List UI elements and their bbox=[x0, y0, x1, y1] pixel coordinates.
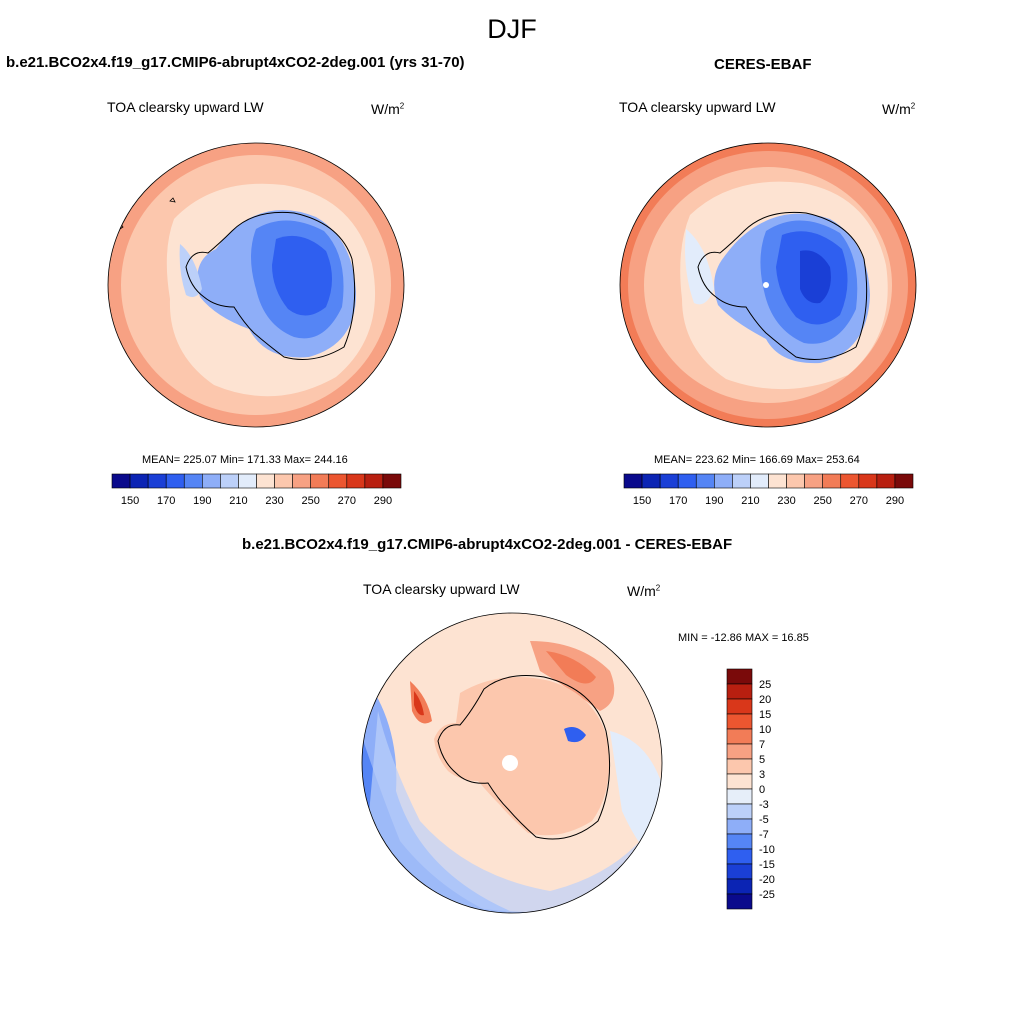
colorbar-tick-label: 0 bbox=[759, 784, 765, 796]
figure-title: DJF bbox=[487, 14, 537, 44]
colorbar-swatch bbox=[858, 473, 878, 489]
colorbar-swatch bbox=[183, 473, 203, 489]
colorbar-swatch bbox=[238, 473, 257, 489]
colorbar-swatch bbox=[165, 473, 185, 489]
colorbar-tick-label: -3 bbox=[759, 799, 769, 811]
model-colorbar: 150 170 190 210 230 250 270 290 bbox=[111, 473, 402, 507]
colorbar-tick-label: 3 bbox=[759, 769, 765, 781]
colorbar-swatch bbox=[768, 473, 787, 489]
obs-units-label: W/m2 bbox=[882, 101, 916, 117]
colorbar-tick-label: 10 bbox=[759, 724, 771, 736]
colorbar-tick-label: 15 bbox=[759, 709, 771, 721]
model-stats: MEAN= 225.07 Min= 171.33 Max= 244.16 bbox=[142, 454, 348, 466]
colorbar-swatch bbox=[894, 473, 914, 489]
colorbar-tick-label: 150 bbox=[121, 495, 139, 507]
colorbar-swatch bbox=[364, 473, 384, 489]
colorbar-swatch bbox=[822, 473, 842, 489]
colorbar-swatch bbox=[726, 758, 753, 775]
colorbar-tick-label: 250 bbox=[302, 495, 320, 507]
colorbar-tick-label: 190 bbox=[193, 495, 211, 507]
colorbar-tick-label: -15 bbox=[759, 859, 775, 871]
colorbar-swatch bbox=[726, 728, 753, 745]
colorbar-swatch bbox=[726, 863, 753, 880]
colorbar-swatch bbox=[220, 473, 239, 489]
obs-colorbar: 150 170 190 210 230 250 270 290 bbox=[623, 473, 914, 507]
colorbar-swatch bbox=[623, 473, 643, 489]
colorbar-swatch bbox=[726, 803, 753, 820]
colorbar-swatch bbox=[726, 893, 753, 910]
colorbar-swatch bbox=[840, 473, 860, 489]
diff-panel-title: b.e21.BCO2x4.f19_g17.CMIP6-abrupt4xCO2-2… bbox=[242, 536, 733, 553]
colorbar-swatch bbox=[310, 473, 330, 489]
diff-polar-map bbox=[361, 612, 663, 914]
colorbar-tick-label: 210 bbox=[229, 495, 247, 507]
colorbar-swatch bbox=[732, 473, 751, 489]
colorbar-tick-label: 25 bbox=[759, 679, 771, 691]
model-variable-label: TOA clearsky upward LW bbox=[107, 99, 264, 115]
colorbar-swatch bbox=[786, 473, 805, 489]
colorbar-swatch bbox=[202, 473, 221, 489]
colorbar-swatch bbox=[726, 668, 753, 685]
colorbar-tick-label: 250 bbox=[814, 495, 832, 507]
colorbar-swatch bbox=[382, 473, 402, 489]
obs-polar-map bbox=[619, 142, 917, 428]
colorbar-swatch bbox=[726, 818, 753, 835]
colorbar-swatch bbox=[726, 878, 753, 895]
colorbar-swatch bbox=[726, 788, 753, 805]
colorbar-tick-label: 210 bbox=[741, 495, 759, 507]
colorbar-tick-label: 150 bbox=[633, 495, 651, 507]
colorbar-tick-label: -5 bbox=[759, 814, 769, 826]
colorbar-swatch bbox=[726, 713, 753, 730]
colorbar-tick-label: 170 bbox=[157, 495, 175, 507]
obs-panel-title: CERES-EBAF bbox=[714, 56, 812, 73]
colorbar-tick-label: 5 bbox=[759, 754, 765, 766]
obs-variable-label: TOA clearsky upward LW bbox=[619, 99, 776, 115]
colorbar-tick-label: 7 bbox=[759, 739, 765, 751]
colorbar-tick-label: 170 bbox=[669, 495, 687, 507]
colorbar-tick-label: 270 bbox=[850, 495, 868, 507]
colorbar-tick-label: 190 bbox=[705, 495, 723, 507]
colorbar-swatch bbox=[695, 473, 715, 489]
colorbar-swatch bbox=[726, 743, 753, 760]
diff-stats: MIN = -12.86 MAX = 16.85 bbox=[678, 632, 809, 644]
colorbar-tick-label: 290 bbox=[886, 495, 904, 507]
colorbar-swatch bbox=[274, 473, 293, 489]
colorbar-swatch bbox=[328, 473, 348, 489]
colorbar-tick-label: 230 bbox=[777, 495, 795, 507]
model-units-label: W/m2 bbox=[371, 101, 405, 117]
colorbar-tick-label: -7 bbox=[759, 829, 769, 841]
colorbar-swatch bbox=[641, 473, 661, 489]
colorbar-tick-label: -20 bbox=[759, 874, 775, 886]
colorbar-swatch bbox=[292, 473, 311, 489]
model-panel-title: b.e21.BCO2x4.f19_g17.CMIP6-abrupt4xCO2-2… bbox=[6, 54, 465, 71]
colorbar-swatch bbox=[256, 473, 275, 489]
obs-stats: MEAN= 223.62 Min= 166.69 Max= 253.64 bbox=[654, 454, 860, 466]
colorbar-swatch bbox=[876, 473, 896, 489]
colorbar-swatch bbox=[677, 473, 697, 489]
model-polar-map bbox=[107, 142, 405, 428]
diff-units-label: W/m2 bbox=[627, 583, 661, 599]
colorbar-swatch bbox=[726, 848, 753, 865]
colorbar-tick-label: 270 bbox=[338, 495, 356, 507]
diff-colorbar: 25 20 15 10 7 5 3 0 -3 -5 -7 -10 -15 -20 -25 bbox=[726, 668, 775, 910]
colorbar-swatch bbox=[659, 473, 679, 489]
colorbar-tick-label: -10 bbox=[759, 844, 775, 856]
colorbar-swatch bbox=[346, 473, 366, 489]
colorbar-swatch bbox=[804, 473, 823, 489]
colorbar-swatch bbox=[726, 683, 753, 700]
colorbar-swatch bbox=[714, 473, 733, 489]
colorbar-swatch bbox=[750, 473, 769, 489]
colorbar-tick-label: 290 bbox=[374, 495, 392, 507]
colorbar-swatch bbox=[129, 473, 149, 489]
colorbar-swatch bbox=[111, 473, 131, 489]
colorbar-swatch bbox=[726, 698, 753, 715]
colorbar-swatch bbox=[726, 773, 753, 790]
colorbar-swatch bbox=[726, 833, 753, 850]
colorbar-swatch bbox=[147, 473, 167, 489]
colorbar-tick-label: -25 bbox=[759, 889, 775, 901]
colorbar-tick-label: 230 bbox=[265, 495, 283, 507]
diff-variable-label: TOA clearsky upward LW bbox=[363, 581, 520, 597]
colorbar-tick-label: 20 bbox=[759, 694, 771, 706]
